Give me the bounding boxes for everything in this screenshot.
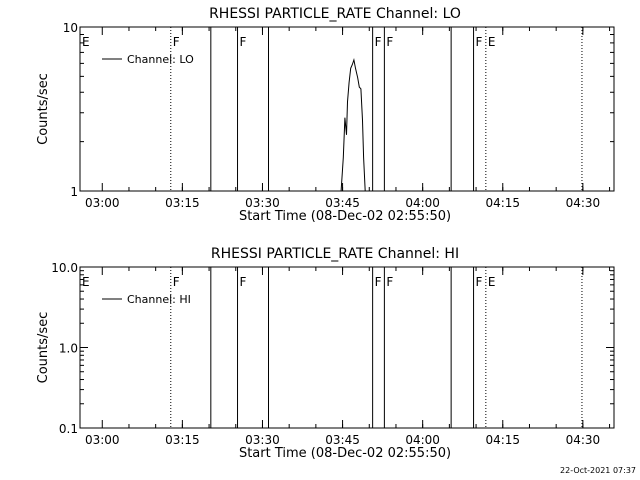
- panel-2-marker-label: E: [488, 275, 496, 289]
- panel-1-x-tick-label: 04:15: [485, 196, 520, 210]
- panel-2-x-tick-label: 04:30: [566, 433, 601, 447]
- panel-2-x-tick-label: 04:00: [405, 433, 440, 447]
- panel-1-x-tick-label: 04:00: [405, 196, 440, 210]
- panel-1-x-axis-label: Start Time (08-Dec-02 02:55:50): [239, 209, 451, 224]
- panel-2-x-axis-label: Start Time (08-Dec-02 02:55:50): [239, 446, 451, 461]
- panel-2-y-tick-label: 0.1: [59, 422, 78, 436]
- panel-1-marker-label: F: [375, 35, 382, 49]
- panel-2-marker-label: F: [240, 275, 247, 289]
- panel-1-x-tick-label: 03:15: [165, 196, 200, 210]
- panel-2-chart-title: RHESSI PARTICLE_RATE Channel: HI: [211, 246, 459, 262]
- panel-1-legend-label: Channel: LO: [127, 53, 194, 66]
- panel-2-legend-label: Channel: HI: [127, 293, 191, 306]
- panel-1-y-tick-label: 10: [63, 21, 78, 35]
- panel-2-plot-frame: [79, 266, 615, 429]
- panel-2-marker-label: E: [82, 275, 90, 289]
- panel-2-marker-label: F: [173, 275, 180, 289]
- panel-2-y-tick-label: 1.0: [59, 342, 78, 356]
- panel-1-chart-title: RHESSI PARTICLE_RATE Channel: LO: [209, 6, 461, 22]
- panel-2-marker-label: F: [476, 275, 483, 289]
- panel-1-series-line: [340, 57, 366, 192]
- panel-2-marker-label: F: [386, 275, 393, 289]
- panel-1-marker-label: F: [240, 35, 247, 49]
- timestamp: 22-Oct-2021 07:37: [560, 466, 636, 475]
- panel-1-marker-label: E: [488, 35, 496, 49]
- panel-2-x-tick-label: 03:00: [85, 433, 120, 447]
- panel-1-x-tick-label: 04:30: [566, 196, 601, 210]
- panel-1-marker-label: F: [476, 35, 483, 49]
- panel-1-marker-label: E: [82, 35, 90, 49]
- panel-1-x-tick-label: 03:45: [325, 196, 360, 210]
- panel-1-y-axis-label: Counts/sec: [36, 73, 51, 145]
- panel-2-x-tick-label: 04:15: [485, 433, 520, 447]
- panel-1-y-tick-label: 1: [70, 185, 78, 199]
- panel-1-plot-frame: [79, 26, 615, 192]
- panel-2-marker-label: F: [375, 275, 382, 289]
- panel-1-marker-label: F: [386, 35, 393, 49]
- panel-2-y-axis-label: Counts/sec: [36, 312, 51, 384]
- panel-1-x-tick-label: 03:30: [245, 196, 280, 210]
- panel-2-x-tick-label: 03:30: [245, 433, 280, 447]
- panel-2-x-tick-label: 03:45: [325, 433, 360, 447]
- panel-2-y-tick-label: 10.0: [51, 261, 78, 275]
- panel-1-x-tick-label: 03:00: [85, 196, 120, 210]
- panel-2-x-tick-label: 03:15: [165, 433, 200, 447]
- panel-1-marker-label: F: [173, 35, 180, 49]
